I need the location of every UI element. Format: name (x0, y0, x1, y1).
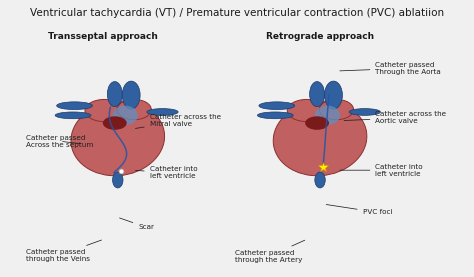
Ellipse shape (55, 112, 91, 119)
Text: Catheter into
left ventricle: Catheter into left ventricle (136, 166, 197, 179)
Ellipse shape (287, 99, 326, 122)
Ellipse shape (57, 102, 92, 110)
Ellipse shape (112, 172, 123, 188)
Text: Retrograde approach: Retrograde approach (266, 32, 374, 41)
Ellipse shape (305, 116, 329, 130)
Ellipse shape (107, 82, 122, 107)
Ellipse shape (325, 81, 342, 109)
Text: Scar: Scar (119, 218, 154, 230)
Text: Catheter passed
Across the septum: Catheter passed Across the septum (26, 135, 93, 148)
Text: Catheter across the
Mitral valve: Catheter across the Mitral valve (136, 114, 221, 129)
Text: Catheter passed
Through the Aorta: Catheter passed Through the Aorta (340, 62, 441, 75)
Ellipse shape (315, 172, 325, 188)
Ellipse shape (315, 106, 340, 125)
Ellipse shape (71, 101, 164, 176)
Text: Catheter passed
through the Artery: Catheter passed through the Artery (235, 240, 305, 263)
Ellipse shape (85, 99, 124, 122)
Ellipse shape (122, 81, 140, 109)
Text: Transseptal approach: Transseptal approach (48, 32, 158, 41)
Ellipse shape (257, 112, 293, 119)
Ellipse shape (273, 101, 367, 176)
Ellipse shape (310, 82, 325, 107)
Text: Catheter passed
through the Veins: Catheter passed through the Veins (26, 240, 101, 262)
Ellipse shape (259, 102, 295, 110)
Ellipse shape (349, 109, 381, 115)
Ellipse shape (117, 99, 151, 120)
Ellipse shape (103, 116, 127, 130)
Ellipse shape (319, 99, 354, 120)
Text: Ventricular tachycardia (VT) / Premature ventricular contraction (PVC) ablatiion: Ventricular tachycardia (VT) / Premature… (30, 7, 444, 17)
Ellipse shape (112, 106, 138, 125)
Text: Catheter across the
Aortic valve: Catheter across the Aortic valve (344, 111, 447, 124)
Text: Catheter into
left ventricle: Catheter into left ventricle (340, 164, 423, 177)
Text: PVC foci: PVC foci (326, 204, 392, 215)
Ellipse shape (147, 109, 178, 115)
